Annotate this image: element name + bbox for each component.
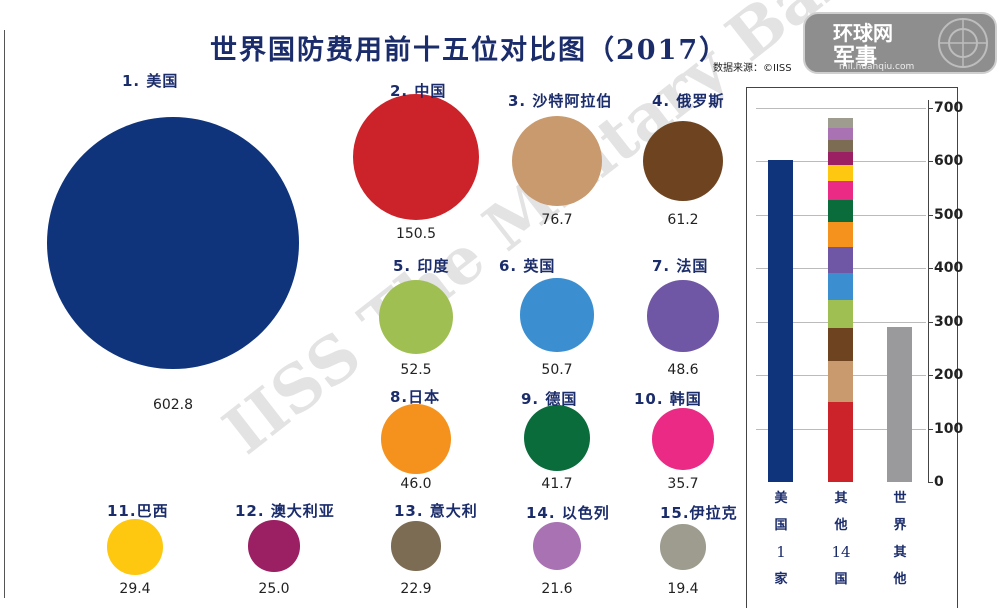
bubble-4 bbox=[642, 120, 724, 202]
bubble-value-9: 41.7 bbox=[541, 476, 573, 492]
bar-2-segment-7 bbox=[828, 222, 853, 247]
bubble-value-11: 29.4 bbox=[119, 581, 151, 597]
bubble-label-11: 11.巴西 bbox=[107, 502, 169, 520]
bar-2-caption-2: 他 bbox=[834, 518, 848, 533]
bar-2-segment-8 bbox=[828, 199, 853, 223]
bar-2-segment-14 bbox=[828, 117, 853, 129]
bar-3-caption-4: 他 bbox=[893, 572, 907, 587]
bar-3-caption-1: 世 bbox=[893, 491, 907, 506]
y-tick bbox=[928, 428, 933, 430]
bubble-10 bbox=[652, 408, 714, 470]
bar-2-segment-13 bbox=[828, 128, 853, 140]
bar-3-caption-2: 界 bbox=[893, 518, 907, 533]
bubble-8 bbox=[381, 404, 451, 474]
bar-2-segment-2 bbox=[828, 360, 853, 402]
y-tick bbox=[928, 482, 933, 483]
bar-2-segment-6 bbox=[828, 246, 853, 273]
bubble-value-7: 48.6 bbox=[667, 362, 699, 378]
bubble-value-4: 61.2 bbox=[667, 212, 699, 228]
chart-title: 世界国防费用前十五位对比图（2017） bbox=[210, 35, 729, 66]
bar-2-segment-11 bbox=[828, 151, 853, 166]
y-tick-label: 700 bbox=[934, 100, 964, 116]
logo-badge-icon bbox=[803, 12, 997, 74]
bubble-label-6: 6. 英国 bbox=[499, 257, 556, 275]
bubble-14 bbox=[533, 522, 581, 570]
bubble-value-3: 76.7 bbox=[541, 212, 573, 228]
bar-2-segment-10 bbox=[828, 165, 853, 181]
bubble-15 bbox=[660, 524, 706, 570]
y-tick bbox=[928, 375, 933, 377]
y-tick bbox=[928, 321, 933, 323]
bubble-label-9: 9. 德国 bbox=[521, 390, 578, 408]
bubble-label-4: 4. 俄罗斯 bbox=[652, 92, 725, 110]
bubble-label-7: 7. 法国 bbox=[652, 257, 709, 275]
bubble-1 bbox=[47, 117, 299, 369]
bubble-3 bbox=[512, 116, 602, 206]
bubble-label-1: 1. 美国 bbox=[122, 72, 179, 90]
bar-1-segment-1 bbox=[768, 159, 793, 482]
logo: 环球网 军事 mil.huanqiu.com bbox=[803, 12, 997, 74]
bar-2-segment-3 bbox=[828, 327, 853, 361]
source-note: 数据来源：©IISS bbox=[713, 63, 792, 74]
bubble-value-6: 50.7 bbox=[541, 362, 573, 378]
left-border-line bbox=[4, 30, 5, 598]
bar-2-caption-4: 国 bbox=[834, 572, 848, 587]
bar-1-caption-2: 国 bbox=[774, 518, 788, 533]
y-tick bbox=[928, 161, 933, 163]
bubble-label-15: 15.伊拉克 bbox=[660, 504, 738, 522]
bar-2-segment-1 bbox=[828, 401, 853, 482]
bar-1-caption-1: 美 bbox=[774, 491, 788, 506]
y-tick-label: 400 bbox=[934, 260, 964, 277]
bubble-label-12: 12. 澳大利亚 bbox=[235, 502, 335, 520]
logo-url: mil.huanqiu.com bbox=[839, 62, 915, 72]
bar-1-caption-3: 1 bbox=[776, 543, 786, 561]
bubble-value-10: 35.7 bbox=[667, 476, 699, 492]
bubble-12 bbox=[248, 520, 300, 572]
y-tick-label: 500 bbox=[934, 206, 964, 223]
bar-2-segment-5 bbox=[828, 272, 853, 300]
bubble-13 bbox=[391, 521, 441, 571]
bar-2-caption-3: 14 bbox=[831, 543, 851, 561]
y-tick-label: 0 bbox=[934, 474, 944, 490]
gridline bbox=[756, 108, 926, 109]
bar-3-segment-1 bbox=[887, 327, 912, 482]
bar-1-caption-4: 家 bbox=[774, 572, 788, 587]
bubble-label-5: 5. 印度 bbox=[393, 257, 450, 275]
bubble-9 bbox=[523, 404, 591, 472]
bubble-label-13: 13. 意大利 bbox=[394, 502, 478, 520]
y-tick-label: 300 bbox=[934, 313, 964, 330]
bar-2-segment-9 bbox=[828, 180, 853, 200]
bubble-5 bbox=[378, 279, 454, 355]
bubble-value-8: 46.0 bbox=[400, 476, 432, 492]
bubble-label-2: 2. 中国 bbox=[390, 82, 447, 100]
bubble-6 bbox=[520, 278, 594, 352]
bubble-value-12: 25.0 bbox=[258, 581, 290, 597]
bubble-label-14: 14. 以色列 bbox=[526, 504, 610, 522]
y-tick-label: 200 bbox=[934, 367, 964, 384]
bubble-11 bbox=[107, 519, 163, 575]
bubble-value-15: 19.4 bbox=[667, 581, 699, 597]
bubble-label-8: 8.日本 bbox=[390, 388, 441, 406]
bubble-label-10: 10. 韩国 bbox=[634, 390, 702, 408]
y-tick-label: 600 bbox=[934, 153, 964, 170]
bar-3-caption-3: 其 bbox=[893, 545, 907, 560]
bubble-2 bbox=[353, 94, 479, 220]
y-tick-label: 100 bbox=[934, 420, 964, 437]
bar-2-segment-12 bbox=[828, 139, 853, 152]
bubble-value-2: 150.5 bbox=[395, 226, 437, 242]
bubble-value-1: 602.8 bbox=[152, 397, 194, 413]
bubble-value-5: 52.5 bbox=[400, 362, 432, 378]
bar-2-segment-4 bbox=[828, 299, 853, 328]
bar-2-caption-1: 其 bbox=[834, 491, 848, 506]
bubble-label-3: 3. 沙特阿拉伯 bbox=[508, 92, 613, 110]
y-tick bbox=[928, 214, 933, 216]
bubble-value-13: 22.9 bbox=[400, 581, 432, 597]
bubble-value-14: 21.6 bbox=[541, 581, 573, 597]
bubble-7 bbox=[647, 280, 719, 352]
y-axis-line bbox=[928, 100, 929, 482]
y-tick bbox=[928, 268, 933, 270]
y-tick bbox=[928, 108, 933, 109]
